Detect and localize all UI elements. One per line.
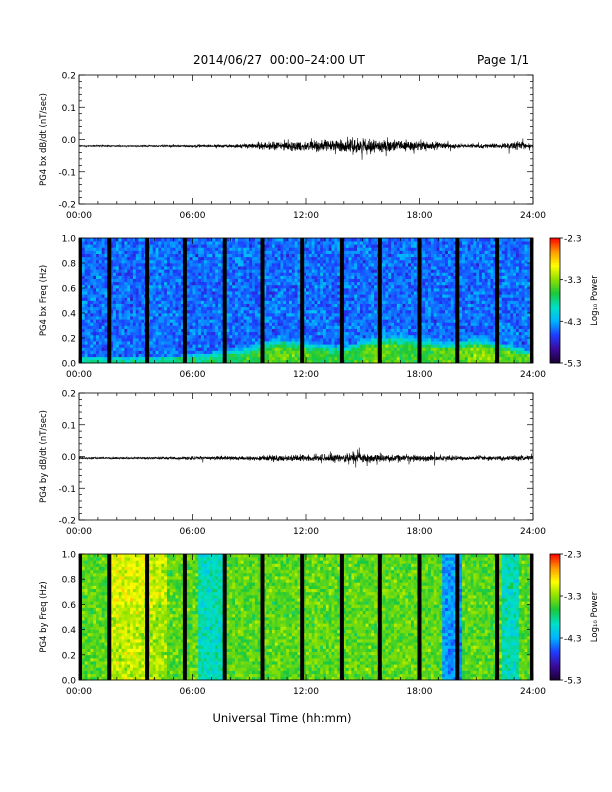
data-gap <box>339 554 344 680</box>
x-tick-label: 12:00 <box>293 370 319 380</box>
y-tick-label: -0.1 <box>58 485 76 495</box>
y-tick-label: -0.2 <box>58 517 76 527</box>
colorbar-tick-label: -3.3 <box>564 593 582 603</box>
y-tick-label: 1.0 <box>62 235 77 245</box>
colorbar-label: Log₁₀ Power <box>590 275 600 326</box>
x-axis-label: Universal Time (hh:mm) <box>212 711 351 725</box>
x-tick-label: 18:00 <box>407 687 433 697</box>
y-tick-label: -0.2 <box>58 201 76 211</box>
y-tick-label: 0.0 <box>62 360 77 370</box>
y-tick-label: 1.0 <box>62 551 77 561</box>
y-tick-label: 0.2 <box>62 72 76 82</box>
data-gap <box>455 238 460 363</box>
y-tick-label: 0.8 <box>62 576 77 586</box>
x-tick-label: 06:00 <box>180 527 206 537</box>
y-tick-label: 0.6 <box>62 285 77 295</box>
x-tick-label: 00:00 <box>66 687 92 697</box>
colorbar-tick-label: -5.3 <box>564 677 582 687</box>
colorbar-tick-label: -5.3 <box>564 360 582 370</box>
timeseries-layer <box>79 136 533 468</box>
y-tick-label: 0.4 <box>62 626 77 636</box>
bx-spectrogram-cells <box>79 238 534 364</box>
data-gap <box>530 554 533 680</box>
x-tick-label: 18:00 <box>407 211 433 221</box>
colorbar-label: Log₁₀ Power <box>590 591 600 642</box>
y-tick-label: 0.4 <box>62 310 77 320</box>
bx-spectrogram-ylabel: PG4 bx Freq (Hz) <box>39 265 49 336</box>
y-tick-label: 0.0 <box>62 453 77 463</box>
data-gap <box>79 554 82 680</box>
data-gap <box>222 554 227 680</box>
x-tick-label: 06:00 <box>180 211 206 221</box>
by-dbdt-ylabel: PG4 by dB/dt (nT/sec) <box>39 410 49 503</box>
bx-spectrogram-gaps <box>79 238 533 363</box>
data-gap <box>300 554 305 680</box>
page-number: Page 1/1 <box>477 53 530 67</box>
x-tick-label: 00:00 <box>66 211 92 221</box>
x-tick-label: 06:00 <box>180 687 206 697</box>
x-tick-label: 12:00 <box>293 527 319 537</box>
axes-layer: 00:00 06:00 12:00 18:00 24:00 0.2 0.1 0.0 -0.1 -0… <box>39 72 546 726</box>
x-tick-label: 00:00 <box>66 527 92 537</box>
by-dbdt-trace <box>79 447 533 468</box>
colorbar-tick-label: -4.3 <box>564 318 582 328</box>
x-tick-label: 06:00 <box>180 370 206 380</box>
data-gap <box>495 238 500 363</box>
data-gap <box>495 554 500 680</box>
x-tick-label: 12:00 <box>293 211 319 221</box>
by-dbdt-frame <box>78 392 534 521</box>
data-gap <box>222 238 227 363</box>
by-spectrogram-ylabel: PG4 by Freq (Hz) <box>39 581 49 652</box>
colorbar-tick-label: -4.3 <box>564 635 582 645</box>
data-gap <box>377 554 382 680</box>
y-tick-label: 0.1 <box>62 421 76 431</box>
y-tick-label: 0.2 <box>62 390 76 400</box>
by-spectrogram-gaps <box>79 554 533 680</box>
page-title: 2014/06/27 00:00–24:00 UT <box>193 53 365 67</box>
y-tick-label: 0.6 <box>62 601 77 611</box>
data-gap <box>182 238 187 363</box>
data-gap <box>300 238 305 363</box>
y-tick-label: 0.2 <box>62 651 76 661</box>
data-gap <box>145 554 150 680</box>
data-gap <box>417 554 422 680</box>
data-gap <box>339 238 344 363</box>
data-gap <box>79 238 82 363</box>
bx-dbdt-frame <box>78 74 534 205</box>
bx-dbdt-ylabel: PG4 bx dB/dt (nT/sec) <box>39 93 49 186</box>
data-gap <box>530 238 533 363</box>
data-gap <box>260 238 265 363</box>
x-tick-label: 18:00 <box>407 370 433 380</box>
y-tick-label: 0.1 <box>62 104 76 114</box>
bx-spectrogram-colorbar: -2.3 -3.3 -4.3 -5.3 Log₁₀ Power <box>549 235 600 370</box>
by-spectrogram-colorbar: -2.3 -3.3 -4.3 -5.3 Log₁₀ Power <box>549 551 600 687</box>
by-spectrogram-cells <box>79 554 534 681</box>
data-gap <box>182 554 187 680</box>
data-gap <box>107 238 112 363</box>
data-gap <box>260 554 265 680</box>
colorbar-tick-label: -2.3 <box>564 551 582 561</box>
data-gap <box>377 238 382 363</box>
bx-dbdt-trace <box>79 136 533 160</box>
y-tick-label: -0.1 <box>58 168 76 178</box>
x-tick-label: 24:00 <box>520 527 546 537</box>
data-gap <box>455 554 460 680</box>
y-tick-label: 0.2 <box>62 335 76 345</box>
x-tick-label: 12:00 <box>293 687 319 697</box>
x-tick-label: 18:00 <box>407 527 433 537</box>
colorbar-tick-label: -3.3 <box>564 276 582 286</box>
colorbar-tick-label: -2.3 <box>564 235 582 245</box>
x-tick-label: 24:00 <box>520 211 546 221</box>
data-gap <box>417 238 422 363</box>
data-gap <box>107 554 112 680</box>
x-tick-label: 00:00 <box>66 370 92 380</box>
y-tick-label: 0.0 <box>62 136 77 146</box>
x-tick-label: 24:00 <box>520 687 546 697</box>
x-tick-label: 24:00 <box>520 370 546 380</box>
y-tick-label: 0.0 <box>62 677 77 687</box>
data-gap <box>145 238 150 363</box>
y-tick-label: 0.8 <box>62 260 77 270</box>
